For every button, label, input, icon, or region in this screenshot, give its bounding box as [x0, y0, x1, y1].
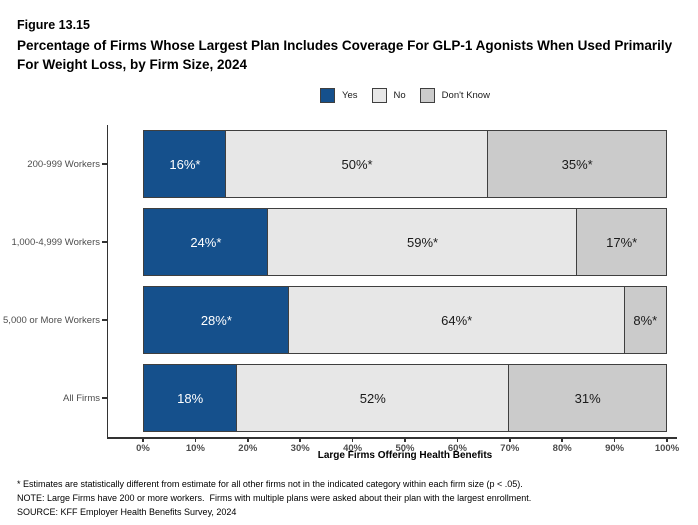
legend-label: Don't Know [441, 89, 490, 101]
bar-segment-don-t-know: 35%* [487, 130, 667, 198]
x-tick-mark [613, 437, 616, 442]
x-tick-mark [142, 437, 144, 442]
x-tick-label: 90% [605, 443, 625, 454]
chart-legend: Yes No Don't Know [143, 85, 667, 105]
bar-segment-no: 59%* [267, 208, 578, 276]
bar-segment-don-t-know: 8%* [623, 286, 667, 354]
y-axis-line [106, 125, 108, 438]
bar-row: 16%* 50%* 35%* [143, 130, 667, 198]
x-tick-label: 0% [136, 443, 150, 454]
bar-segment-no: 50%* [225, 130, 489, 198]
legend-item: No [371, 87, 406, 103]
x-axis-title: Large Firms Offering Health Benefits [317, 450, 493, 461]
legend-item: Yes [320, 87, 358, 103]
y-tick-mark [102, 163, 107, 165]
bar-segment-yes: 28%* [143, 286, 290, 354]
x-tick-mark [194, 437, 197, 442]
footnote-source: SOURCE: KFF Employer Health Benefits Sur… [17, 507, 237, 518]
chart-title: Percentage of Firms Whose Largest Plan I… [17, 38, 673, 72]
stacked-bar-plot: 16%* 50%* 35%* 24%* 59%* 17%* 28%* 64%* 8%* 18% 52… [143, 125, 667, 437]
bar-segment-don-t-know: 17%* [576, 208, 667, 276]
x-tick-mark [351, 437, 354, 442]
figure-number: Figure 13.15 [17, 18, 90, 32]
x-tick-label: 40% [343, 443, 363, 454]
x-tick-mark [404, 437, 406, 442]
x-tick-label: 80% [552, 443, 572, 454]
legend-label: No [393, 89, 406, 101]
x-tick-mark [666, 437, 668, 442]
y-tick-mark [102, 397, 107, 399]
x-tick-label: 20% [238, 443, 258, 454]
y-tick-mark [102, 319, 107, 321]
x-axis-line [106, 437, 677, 439]
x-tick-label: 100% [654, 443, 680, 454]
x-tick-label: 30% [290, 443, 310, 454]
x-tick-label: 70% [500, 443, 520, 454]
bar-row: 18% 52% 31% [143, 364, 667, 432]
x-tick-mark [299, 437, 301, 442]
category-label: 200-999 Workers [27, 158, 100, 170]
legend-item: Don't Know [419, 87, 490, 103]
bar-segment-yes: 24%* [143, 208, 269, 276]
x-axis-ticks: 0% 10% 20% 30% 40% 50% 60% 70% 80% 90% 100% [136, 437, 679, 467]
footnotes: * Estimates are statistically different … [17, 477, 689, 520]
legend-swatch-icon [320, 87, 336, 103]
footnote-note: NOTE: Large Firms have 200 or more worke… [17, 493, 532, 504]
y-axis-ticks [102, 125, 107, 437]
bar-segment-yes: 16%* [143, 130, 227, 198]
legend-swatch-icon [419, 87, 435, 103]
category-label: 1,000-4,999 Workers [11, 236, 100, 248]
x-tick-label: 60% [447, 443, 467, 454]
x-tick-mark [561, 437, 563, 442]
category-label: All Firms [63, 392, 100, 404]
x-tick-mark [247, 437, 249, 442]
bar-segment-yes: 18% [143, 364, 238, 432]
legend-swatch-icon [371, 87, 387, 103]
x-tick-mark [456, 437, 459, 442]
legend-label: Yes [342, 89, 358, 101]
bar-segment-no: 64%* [288, 286, 626, 354]
category-label: 5,000 or More Workers [3, 314, 100, 326]
x-tick-label: 50% [395, 443, 415, 454]
y-axis-labels: 200-999 Workers 1,000-4,999 Workers 5,000 … [0, 125, 100, 437]
bar-segment-no: 52% [235, 364, 510, 432]
footnote-estimates: * Estimates are statistically different … [17, 479, 523, 489]
x-tick-label: 10% [185, 443, 205, 454]
bar-segment-don-t-know: 31% [508, 364, 667, 432]
bar-row: 24%* 59%* 17%* [143, 208, 667, 276]
x-tick-mark [509, 437, 511, 442]
bar-row: 28%* 64%* 8%* [143, 286, 667, 354]
y-tick-mark [102, 241, 107, 243]
